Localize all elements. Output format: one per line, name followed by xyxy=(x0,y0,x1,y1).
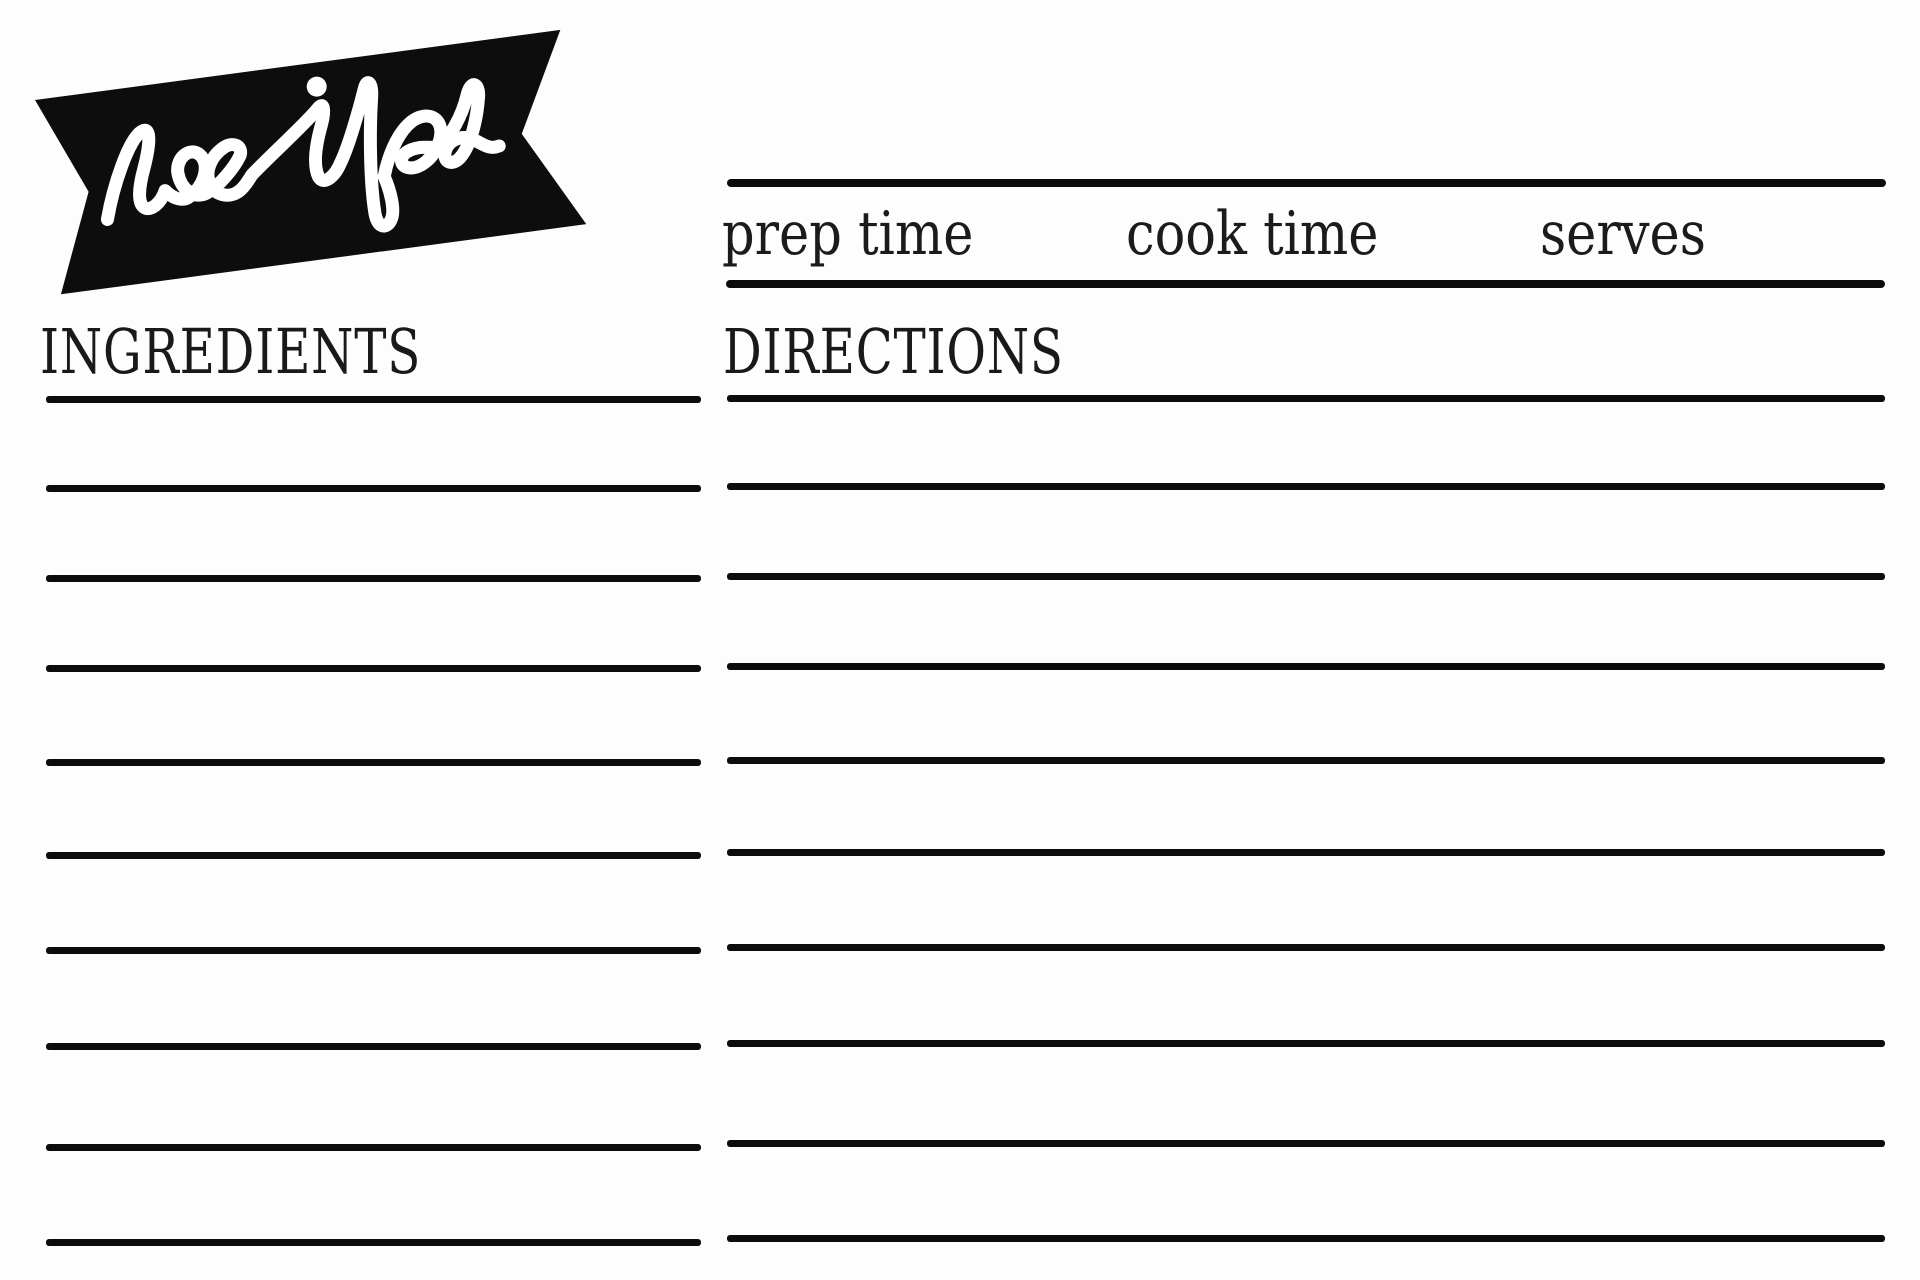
ruled-line xyxy=(727,1235,1885,1242)
ruled-line xyxy=(727,1140,1885,1147)
ruled-line xyxy=(727,573,1885,580)
cook-time-label: cook time xyxy=(1126,199,1379,269)
ruled-line xyxy=(46,1239,701,1246)
ruled-line xyxy=(727,757,1885,764)
ruled-line xyxy=(727,944,1885,951)
ruled-line xyxy=(727,1040,1885,1047)
directions-title: DIRECTIONS xyxy=(723,315,1064,388)
recipe-script-text xyxy=(100,76,506,233)
serves-label: serves xyxy=(1540,199,1706,269)
ruled-line xyxy=(727,483,1885,490)
ruled-line xyxy=(46,759,701,766)
ruled-line xyxy=(46,396,701,403)
ruled-line xyxy=(46,1144,701,1151)
prep-time-label: prep time xyxy=(722,199,974,269)
ruled-line xyxy=(46,947,701,954)
meta-top-rule xyxy=(727,179,1886,187)
ruled-line xyxy=(727,663,1885,670)
ruled-line xyxy=(727,849,1885,856)
ruled-line xyxy=(46,485,701,492)
ruled-line xyxy=(727,395,1885,402)
ruled-line xyxy=(46,852,701,859)
recipe-banner xyxy=(35,29,587,295)
ingredients-title: INGREDIENTS xyxy=(40,315,422,388)
meta-bottom-rule xyxy=(726,280,1885,288)
ruled-line xyxy=(46,575,701,582)
ruled-line xyxy=(46,665,701,672)
i-dot xyxy=(306,76,327,97)
ruled-line xyxy=(46,1043,701,1050)
